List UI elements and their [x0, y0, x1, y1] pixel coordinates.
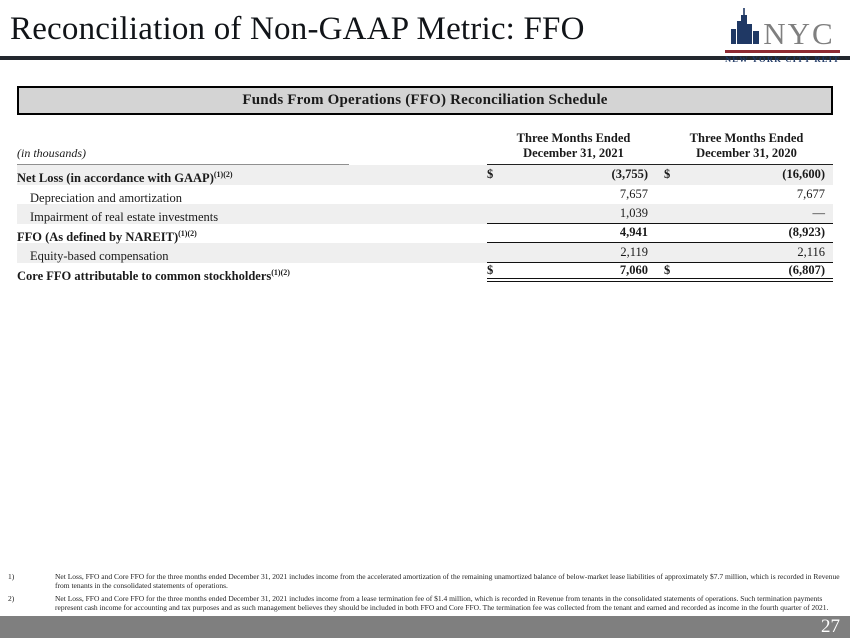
row-label: Equity-based compensation [30, 249, 169, 264]
units-label: (in thousands) [17, 146, 86, 160]
value-2021: 1,039 [619, 205, 648, 220]
company-logo: NYC NEW YORK CITY REIT [724, 8, 840, 64]
footnote-text: Net Loss, FFO and Core FFO for the three… [55, 594, 829, 612]
logo-text: NYC [763, 16, 835, 51]
value-2020: — [812, 205, 826, 220]
page-number: 27 [821, 616, 840, 637]
footnote-2: 2) Net Loss, FFO and Core FFO for the th… [8, 594, 844, 612]
page-title: Reconciliation of Non-GAAP Metric: FFO [10, 11, 585, 47]
footnotes: 1) Net Loss, FFO and Core FFO for the th… [8, 572, 844, 616]
value-2021: 7,060 [619, 262, 648, 277]
footnote-number: 2) [8, 594, 15, 603]
footnote-1: 1) Net Loss, FFO and Core FFO for the th… [8, 572, 844, 590]
table-row: Depreciation and amortization 7,657 7,67… [17, 185, 833, 205]
value-2020: 7,677 [796, 186, 825, 201]
row-label: Impairment of real estate investments [30, 210, 219, 225]
dollar-sign: $ [487, 167, 494, 182]
row-label: Net Loss (in accordance with GAAP) [17, 171, 214, 186]
logo-subtitle: NEW YORK CITY REIT [724, 54, 840, 64]
footnote-superscript: (1)(2) [271, 267, 290, 277]
footnote-superscript: (1)(2) [178, 228, 197, 238]
table-row: Equity-based compensation 2,119 2,116 [17, 243, 833, 263]
footnote-text: Net Loss, FFO and Core FFO for the three… [55, 572, 840, 590]
table-row: FFO (As defined by NAREIT)(1)(2) 4,941 (… [17, 224, 833, 244]
footnote-number: 1) [8, 572, 15, 581]
footer-bar: 27 [0, 616, 850, 638]
value-2020: (6,807) [788, 262, 825, 277]
value-2021: 4,941 [619, 225, 648, 240]
dollar-sign: $ [664, 167, 671, 182]
dollar-sign: $ [664, 262, 671, 277]
column-header-2021: Three Months Ended December 31, 2021 [516, 131, 631, 160]
table-title: Funds From Operations (FFO) Reconciliati… [17, 86, 833, 115]
table-row: Core FFO attributable to common stockhol… [17, 263, 833, 283]
table-row: Net Loss (in accordance with GAAP)(1)(2)… [17, 165, 833, 185]
ffo-reconciliation-table: Funds From Operations (FFO) Reconciliati… [17, 86, 833, 283]
row-label: FFO (As defined by NAREIT) [17, 229, 179, 244]
title-divider [0, 56, 850, 60]
nyc-skyline-icon [730, 8, 760, 49]
row-label: Depreciation and amortization [30, 190, 183, 205]
column-header-2020: Three Months Ended December 31, 2020 [689, 131, 804, 160]
table-row: Impairment of real estate investments 1,… [17, 204, 833, 224]
slide-header: Reconciliation of Non-GAAP Metric: FFO N… [0, 0, 850, 64]
value-2020: (8,923) [788, 225, 825, 240]
table-column-headers: (in thousands) Three Months Ended Decemb… [17, 131, 833, 165]
units-underline [17, 164, 349, 165]
value-2021: 2,119 [620, 244, 648, 259]
value-2020: 2,116 [797, 244, 825, 259]
value-2020: (16,600) [782, 167, 825, 182]
dollar-sign: $ [487, 262, 494, 277]
value-2021: 7,657 [619, 186, 648, 201]
row-label: Core FFO attributable to common stockhol… [17, 268, 272, 283]
logo-red-rule [724, 50, 840, 53]
footnote-superscript: (1)(2) [213, 170, 233, 179]
value-2021: (3,755) [611, 167, 648, 182]
